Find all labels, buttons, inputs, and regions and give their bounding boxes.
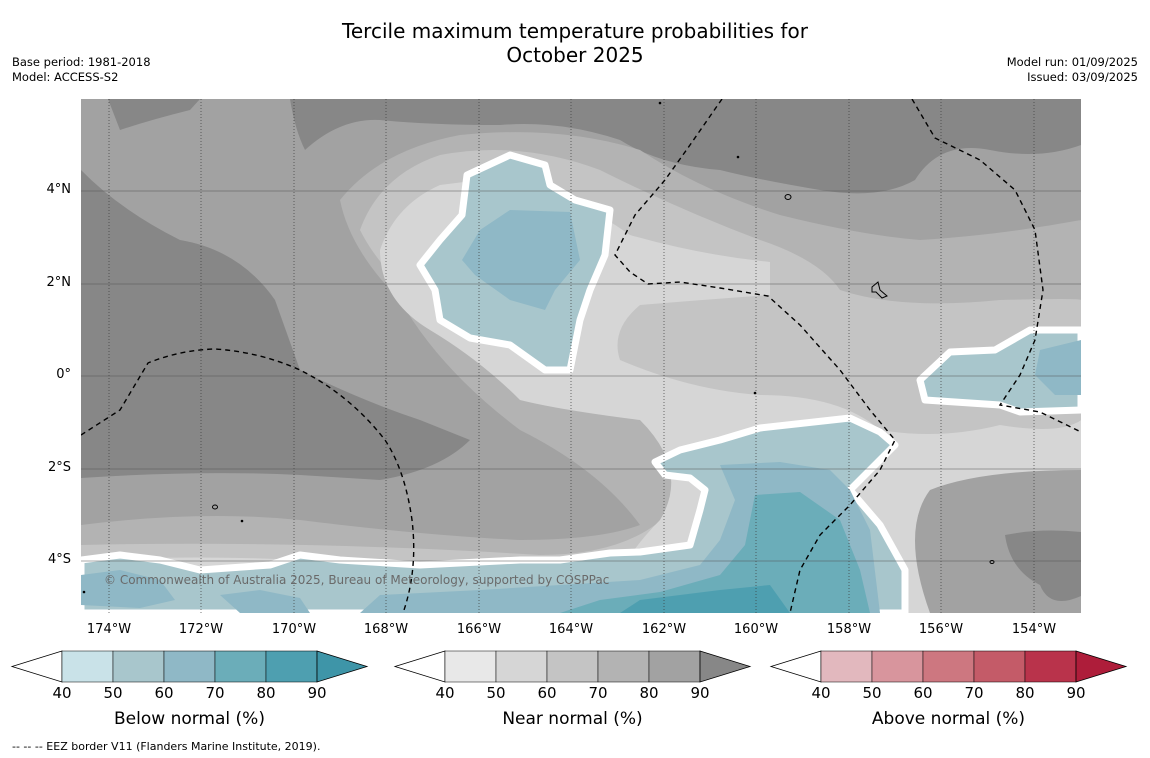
below-normal-south-70 bbox=[620, 585, 790, 613]
below-normal-colorbar-title: Below normal (%) bbox=[114, 709, 265, 729]
near-normal-colorbar-title: Near normal (%) bbox=[502, 709, 643, 729]
above-normal-colorbar-tick: 70 bbox=[964, 684, 984, 702]
above-normal-colorbar-extend-high bbox=[1075, 650, 1128, 683]
below-normal-colorbar-tick: 60 bbox=[154, 684, 174, 702]
map-title: Tercile maximum temperature probabilitie… bbox=[0, 19, 1150, 67]
above-normal-colorbar-segment bbox=[922, 650, 975, 683]
above-normal-colorbar-segment bbox=[871, 650, 924, 683]
island-malden bbox=[989, 560, 995, 564]
below-normal-north-50 bbox=[462, 210, 580, 310]
island-kiritimati bbox=[871, 281, 888, 299]
near-normal-colorbar-tick: 90 bbox=[690, 684, 710, 702]
near-normal-80-corner bbox=[108, 99, 200, 130]
island-dot-3 bbox=[753, 391, 757, 395]
island-dot-2 bbox=[736, 155, 740, 159]
model-name: Model: ACCESS-S2 bbox=[12, 70, 119, 84]
lon-label-168w: 168°W bbox=[363, 622, 409, 637]
lon-label-158w: 158°W bbox=[826, 622, 872, 637]
near-normal-80-west bbox=[81, 170, 470, 480]
graticule-latitudes bbox=[81, 190, 1081, 562]
lat-label-4s: 4°S bbox=[47, 552, 71, 567]
near-normal-80-north bbox=[290, 99, 1081, 194]
below-normal-east-50 bbox=[1035, 340, 1081, 395]
near-normal-80-southeast bbox=[1005, 530, 1081, 602]
base-period: Base period: 1981-2018 bbox=[12, 55, 151, 69]
map-area bbox=[81, 99, 1081, 613]
meta-left: Base period: 1981-2018 Model: ACCESS-S2 bbox=[12, 55, 151, 85]
below-normal-colorbar-segment bbox=[112, 650, 165, 683]
lon-label-164w: 164°W bbox=[548, 622, 594, 637]
above-normal-colorbar-tick: 80 bbox=[1015, 684, 1035, 702]
model-run: Model run: 01/09/2025 bbox=[1006, 55, 1138, 69]
below-normal-colorbar-segment bbox=[265, 650, 318, 683]
meta-right: Model run: 01/09/2025 Issued: 03/09/2025 bbox=[1007, 55, 1138, 85]
near-normal-colorbar-tick: 50 bbox=[486, 684, 506, 702]
near-normal-colorbar-tick: 40 bbox=[435, 684, 455, 702]
near-normal-colorbar-segment bbox=[597, 650, 650, 683]
above-normal-colorbar-segment bbox=[1024, 650, 1077, 683]
lon-label-154w: 154°W bbox=[1011, 622, 1057, 637]
islands bbox=[82, 101, 995, 594]
near-normal-colorbar-segment bbox=[495, 650, 548, 683]
island-dot-4 bbox=[240, 519, 244, 523]
above-normal-colorbar-segment bbox=[973, 650, 1026, 683]
lon-label-156w: 156°W bbox=[918, 622, 964, 637]
above-normal-colorbar-tick: 90 bbox=[1066, 684, 1086, 702]
below-normal-southwest2-50 bbox=[220, 590, 310, 613]
issued-date: Issued: 03/09/2025 bbox=[1027, 70, 1138, 84]
above-normal-colorbar-segment bbox=[820, 650, 873, 683]
colorbars bbox=[10, 650, 1128, 683]
above-normal-colorbar-tick: 50 bbox=[862, 684, 882, 702]
near-normal-colorbar-tick: 70 bbox=[588, 684, 608, 702]
map-title-line2: October 2025 bbox=[506, 43, 644, 67]
near-normal-colorbar-segment bbox=[546, 650, 599, 683]
near-normal-colorbar-segment bbox=[444, 650, 497, 683]
lat-label-4n: 4°N bbox=[46, 182, 72, 197]
eez-border-tokelau bbox=[81, 348, 415, 613]
near-normal-colorbar-segment bbox=[648, 650, 701, 683]
above-normal-colorbar-title: Above normal (%) bbox=[871, 709, 1026, 729]
lon-label-160w: 160°W bbox=[733, 622, 779, 637]
eez-border-kiribati-west bbox=[614, 99, 896, 613]
near-normal-colorbar-extend-high bbox=[699, 650, 752, 683]
near-normal-colorbar-tick: 60 bbox=[537, 684, 557, 702]
lon-label-162w: 162°W bbox=[641, 622, 687, 637]
below-normal-colorbar-tick: 50 bbox=[103, 684, 123, 702]
lat-label-2s: 2°S bbox=[47, 460, 71, 475]
below-normal-colorbar-tick: 90 bbox=[307, 684, 327, 702]
below-normal-colorbar-extend-high bbox=[316, 650, 369, 683]
below-normal-colorbar-extend-low bbox=[10, 650, 63, 683]
below-normal-colorbar-segment bbox=[61, 650, 114, 683]
copyright-text: © Commonwealth of Australia 2025, Bureau… bbox=[104, 573, 610, 587]
map-title-line1: Tercile maximum temperature probabilitie… bbox=[342, 19, 808, 43]
eez-footnote: -- -- -- EEZ border V11 (Flanders Marine… bbox=[12, 740, 321, 753]
eez-border-kiribati-east bbox=[911, 99, 1081, 433]
below-normal-colorbar-segment bbox=[214, 650, 267, 683]
island-jarvis bbox=[212, 504, 218, 510]
lat-label-2n: 2°N bbox=[46, 275, 72, 290]
lon-label-166w: 166°W bbox=[456, 622, 502, 637]
island-dot-1 bbox=[658, 101, 662, 105]
below-normal-south-outline bbox=[81, 414, 909, 613]
below-normal-southwest-50 bbox=[81, 570, 175, 608]
lon-label-170w: 170°W bbox=[271, 622, 317, 637]
above-normal-colorbar-tick: 60 bbox=[913, 684, 933, 702]
above-normal-colorbar-tick: 40 bbox=[811, 684, 831, 702]
below-normal-south-60 bbox=[560, 492, 870, 613]
below-normal-colorbar-tick: 80 bbox=[256, 684, 276, 702]
island-dot-5 bbox=[82, 590, 86, 594]
above-normal-colorbar-extend-low bbox=[769, 650, 822, 683]
island-starbuck bbox=[784, 194, 792, 200]
eez-borders bbox=[81, 99, 1081, 613]
lon-label-174w: 174°W bbox=[86, 622, 132, 637]
near-normal-colorbar-tick: 80 bbox=[639, 684, 659, 702]
near-normal-colorbar-extend-low bbox=[393, 650, 446, 683]
lon-label-172w: 172°W bbox=[178, 622, 224, 637]
lat-label-0: 0° bbox=[56, 367, 71, 382]
below-normal-colorbar-tick: 70 bbox=[205, 684, 225, 702]
below-normal-colorbar-segment bbox=[163, 650, 216, 683]
below-normal-colorbar-tick: 40 bbox=[52, 684, 72, 702]
